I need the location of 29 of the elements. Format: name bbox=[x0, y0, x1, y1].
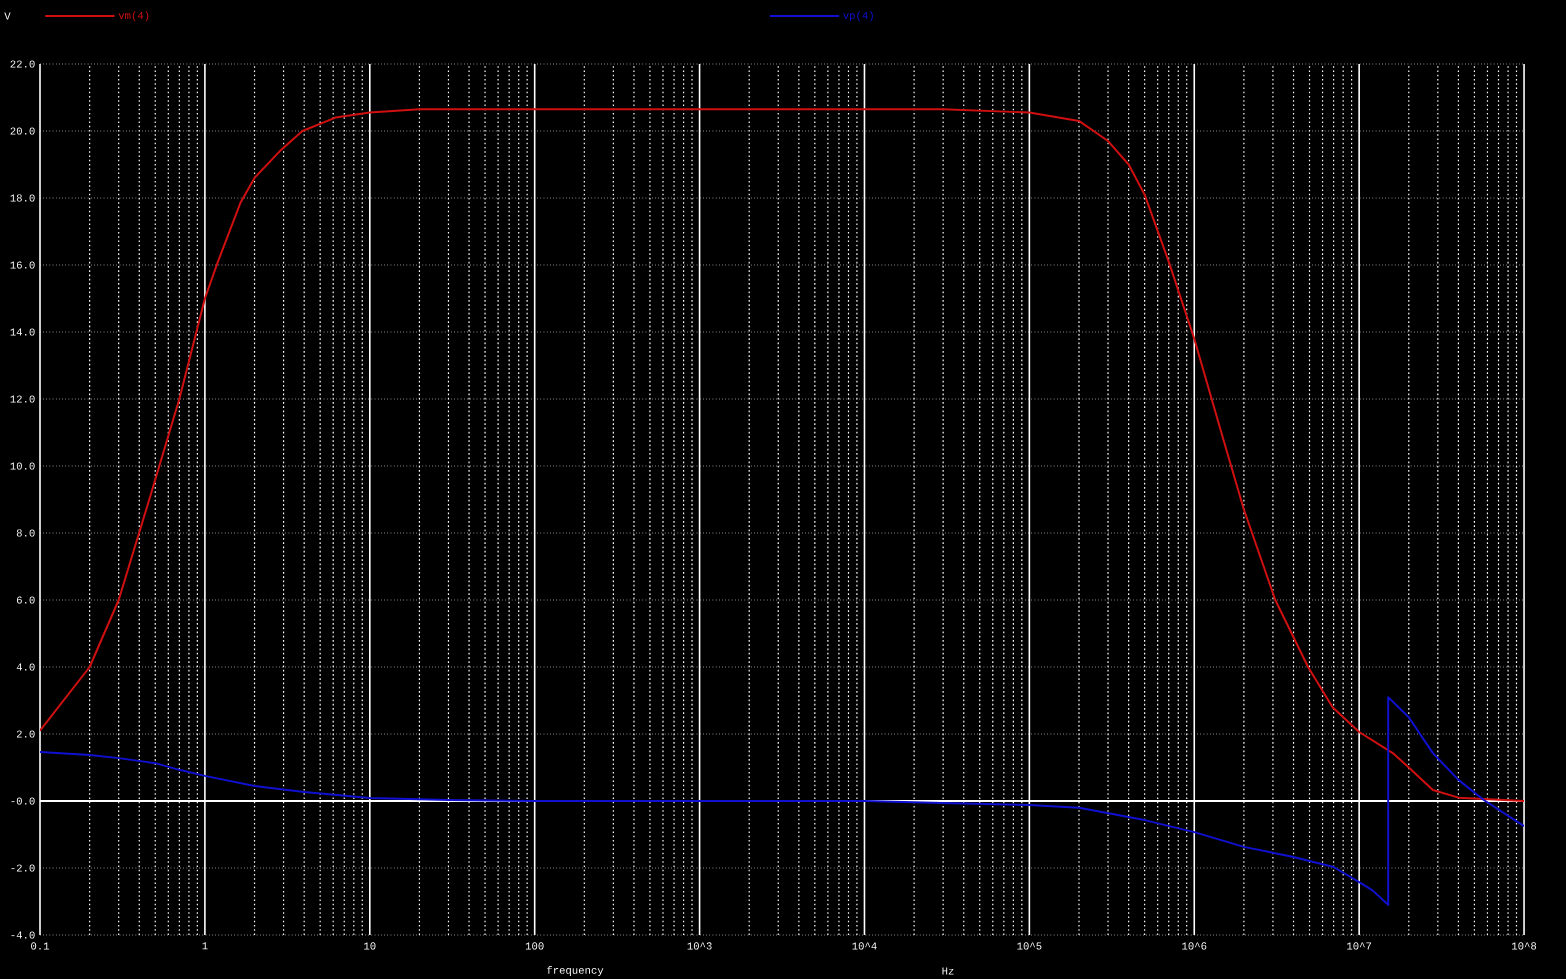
y-tick-label: -4.0 bbox=[11, 931, 35, 939]
y-tick-label: -0.0 bbox=[11, 797, 35, 805]
x-tick-label: 10^8 bbox=[1512, 942, 1537, 950]
x-tick-label: 10 bbox=[364, 942, 376, 950]
y-tick-label: 2.0 bbox=[16, 730, 35, 738]
y-tick-label: 14.0 bbox=[10, 328, 35, 336]
y-tick-label: -2.0 bbox=[11, 864, 35, 872]
y-tick-label: 6.0 bbox=[16, 596, 35, 604]
x-tick-label: 10^5 bbox=[1017, 942, 1042, 950]
y-tick-label: 18.0 bbox=[10, 194, 35, 202]
x-axis-title: frequency bbox=[547, 966, 604, 976]
x-tick-label: 100 bbox=[525, 942, 544, 950]
x-tick-label: 0.1 bbox=[31, 942, 50, 950]
x-tick-label: 10^7 bbox=[1347, 942, 1372, 950]
y-tick-label: 22.0 bbox=[10, 60, 35, 68]
y-tick-label: 12.0 bbox=[10, 395, 35, 403]
y-tick-label: 10.0 bbox=[10, 462, 35, 470]
y-tick-label: 16.0 bbox=[10, 261, 35, 269]
y-tick-label: 8.0 bbox=[16, 529, 35, 537]
y-tick-label: 20.0 bbox=[10, 127, 35, 135]
text: vm(4) bbox=[118, 11, 149, 22]
text: Hz bbox=[942, 967, 954, 975]
x-tick-label: 10^3 bbox=[687, 942, 712, 950]
y-axis-title: V bbox=[4, 12, 11, 20]
y-tick-label: 4.0 bbox=[16, 663, 35, 671]
x-tick-label: 1 bbox=[202, 942, 208, 950]
x-tick-label: 10^4 bbox=[852, 942, 877, 950]
text: vp(4) bbox=[843, 11, 873, 22]
x-tick-label: 10^6 bbox=[1182, 942, 1207, 950]
